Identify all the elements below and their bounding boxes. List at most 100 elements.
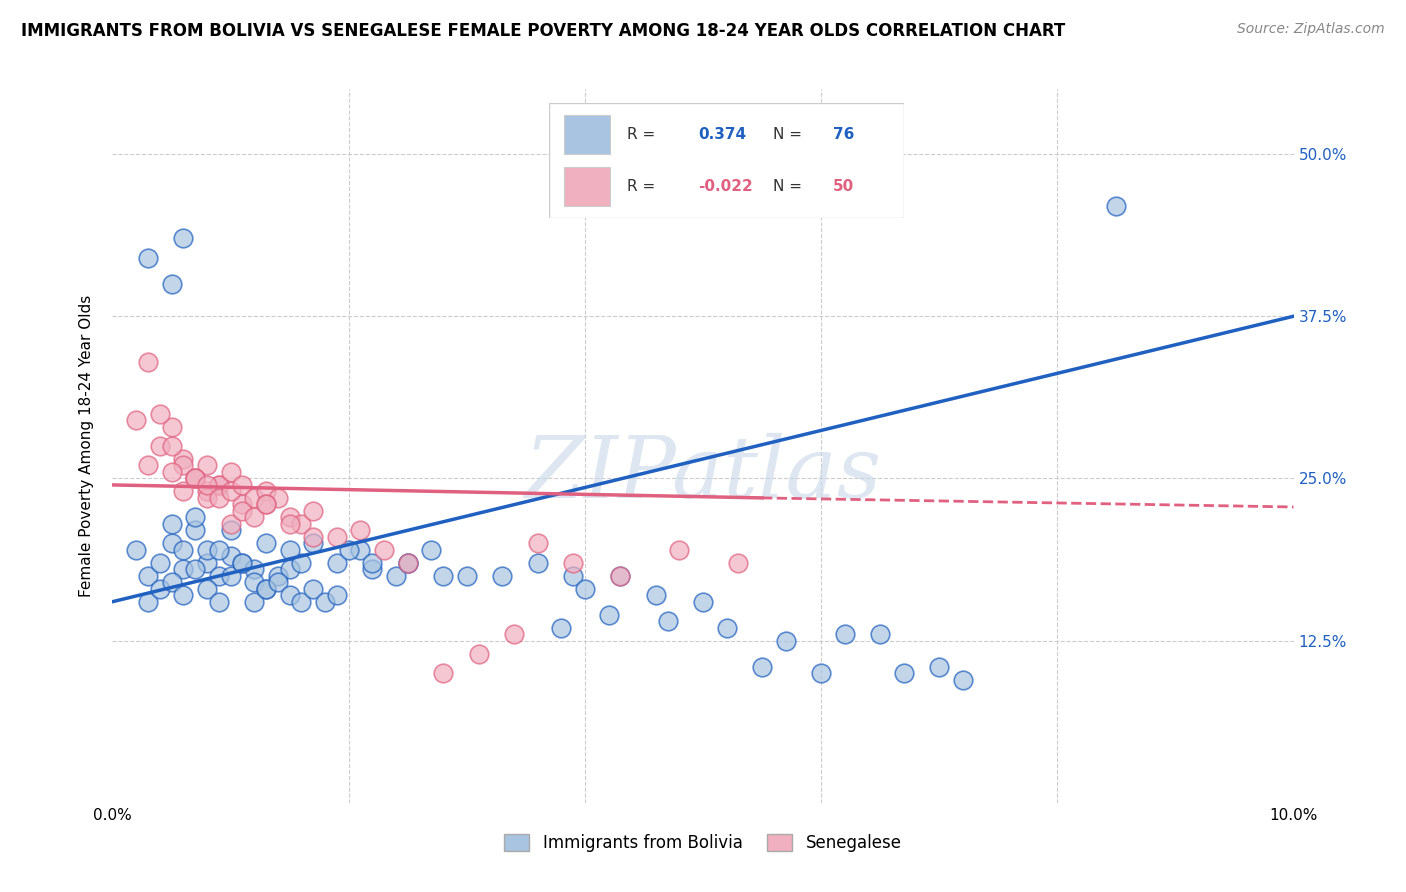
Point — [396, 556, 419, 570]
Point — [952, 673, 974, 687]
Point — [314, 595, 336, 609]
Point — [243, 575, 266, 590]
Point — [184, 471, 207, 485]
Point — [644, 588, 666, 602]
Point — [243, 562, 266, 576]
Point — [598, 607, 620, 622]
Point — [184, 510, 207, 524]
Point — [810, 666, 832, 681]
Point — [160, 465, 183, 479]
Point — [657, 614, 679, 628]
Point — [136, 458, 159, 473]
Point — [243, 595, 266, 609]
Point — [243, 510, 266, 524]
Point — [208, 595, 231, 609]
Point — [302, 530, 325, 544]
Point — [396, 556, 419, 570]
Point — [692, 595, 714, 609]
Point — [278, 516, 301, 531]
Point — [184, 524, 207, 538]
Point — [385, 568, 408, 582]
Point — [928, 659, 950, 673]
Point — [231, 556, 253, 570]
Point — [208, 568, 231, 582]
Point — [160, 575, 183, 590]
Point — [326, 588, 349, 602]
Point — [231, 497, 253, 511]
Point — [337, 542, 360, 557]
Point — [361, 556, 384, 570]
Point — [195, 582, 218, 596]
Point — [869, 627, 891, 641]
Point — [349, 542, 371, 557]
Point — [184, 471, 207, 485]
Point — [834, 627, 856, 641]
Point — [775, 633, 797, 648]
Point — [231, 478, 253, 492]
Point — [396, 556, 419, 570]
Point — [219, 524, 242, 538]
Point — [219, 516, 242, 531]
Point — [432, 568, 454, 582]
Point — [278, 510, 301, 524]
Point — [574, 582, 596, 596]
Point — [149, 556, 172, 570]
Point — [136, 568, 159, 582]
Point — [195, 556, 218, 570]
Point — [219, 568, 242, 582]
Point — [278, 588, 301, 602]
Point — [491, 568, 513, 582]
Point — [751, 659, 773, 673]
Point — [503, 627, 526, 641]
Point — [160, 516, 183, 531]
Point — [149, 439, 172, 453]
Point — [172, 452, 194, 467]
Point — [160, 439, 183, 453]
Point — [172, 542, 194, 557]
Point — [1105, 199, 1128, 213]
Point — [267, 491, 290, 505]
Point — [208, 491, 231, 505]
Point — [668, 542, 690, 557]
Point — [219, 549, 242, 564]
Text: ZIPatlas: ZIPatlas — [524, 434, 882, 516]
Text: IMMIGRANTS FROM BOLIVIA VS SENEGALESE FEMALE POVERTY AMONG 18-24 YEAR OLDS CORRE: IMMIGRANTS FROM BOLIVIA VS SENEGALESE FE… — [21, 22, 1066, 40]
Point — [716, 621, 738, 635]
Point — [160, 419, 183, 434]
Point — [125, 413, 148, 427]
Point — [172, 231, 194, 245]
Point — [195, 484, 218, 499]
Point — [149, 407, 172, 421]
Point — [219, 465, 242, 479]
Point — [290, 595, 312, 609]
Point — [727, 556, 749, 570]
Legend: Immigrants from Bolivia, Senegalese: Immigrants from Bolivia, Senegalese — [498, 827, 908, 859]
Point — [219, 484, 242, 499]
Point — [208, 542, 231, 557]
Point — [254, 497, 277, 511]
Point — [136, 354, 159, 368]
Point — [361, 562, 384, 576]
Point — [893, 666, 915, 681]
Point — [195, 478, 218, 492]
Point — [326, 556, 349, 570]
Point — [526, 536, 548, 550]
Point — [254, 582, 277, 596]
Point — [267, 568, 290, 582]
Point — [302, 536, 325, 550]
Point — [149, 582, 172, 596]
Point — [136, 251, 159, 265]
Point — [195, 542, 218, 557]
Point — [184, 471, 207, 485]
Point — [160, 277, 183, 291]
Point — [195, 458, 218, 473]
Point — [254, 484, 277, 499]
Point — [125, 542, 148, 557]
Point — [267, 575, 290, 590]
Point — [231, 556, 253, 570]
Point — [136, 595, 159, 609]
Point — [432, 666, 454, 681]
Point — [231, 504, 253, 518]
Point — [172, 588, 194, 602]
Point — [184, 562, 207, 576]
